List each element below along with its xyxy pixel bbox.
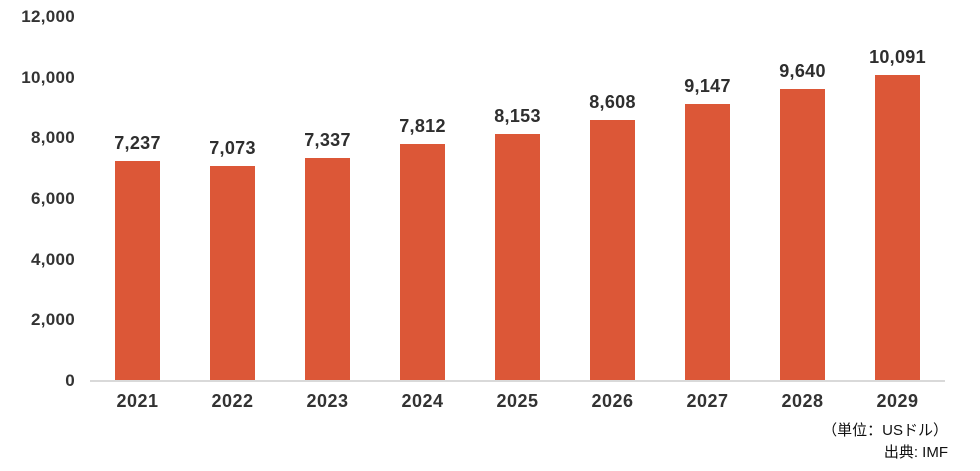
- bar-value-label: 8,608: [589, 91, 636, 112]
- y-tick-label: 10,000: [21, 67, 75, 87]
- unit-note: （単位：USドル）: [822, 422, 948, 439]
- y-tick-label: 0: [65, 371, 75, 390]
- bar-2024: [400, 144, 445, 380]
- y-tick-label: 12,000: [21, 7, 75, 26]
- x-tick-label: 2021: [116, 391, 159, 411]
- bar-value-label: 7,812: [399, 116, 446, 137]
- x-tick-label: 2029: [876, 391, 919, 411]
- bar-value-label: 7,073: [209, 138, 256, 159]
- source-note: 出典: IMF: [883, 444, 948, 461]
- x-tick-label: 2028: [781, 391, 824, 411]
- chart-footnotes: （単位：USドル） 出典: IMF: [822, 420, 948, 464]
- x-tick-label: 2027: [686, 391, 729, 411]
- bar-2027: [685, 103, 730, 380]
- x-tick-label: 2024: [401, 391, 444, 411]
- bar-value-label: 9,147: [684, 75, 731, 96]
- bar-2026: [590, 119, 635, 380]
- bar-2025: [495, 133, 540, 380]
- bar-value-label: 7,237: [114, 133, 161, 154]
- x-tick-label: 2025: [496, 391, 539, 411]
- x-tick-label: 2022: [211, 391, 254, 411]
- bar-value-label: 10,091: [869, 46, 926, 67]
- bar-2022: [210, 166, 255, 380]
- bar-2023: [305, 158, 350, 380]
- bar-2029: [875, 74, 920, 380]
- x-axis-line: [90, 380, 945, 382]
- y-tick-label: 6,000: [30, 189, 75, 208]
- bar-value-label: 8,153: [494, 105, 541, 126]
- x-tick-label: 2023: [306, 391, 349, 411]
- bar-value-label: 7,337: [304, 130, 351, 151]
- x-tick-label: 2026: [591, 391, 634, 411]
- bar-2021: [115, 161, 160, 380]
- y-tick-label: 8,000: [30, 128, 75, 148]
- y-tick-label: 4,000: [30, 249, 75, 269]
- bar-value-label: 9,640: [779, 60, 826, 81]
- bar-2028: [780, 88, 825, 380]
- y-tick-label: 2,000: [30, 310, 75, 330]
